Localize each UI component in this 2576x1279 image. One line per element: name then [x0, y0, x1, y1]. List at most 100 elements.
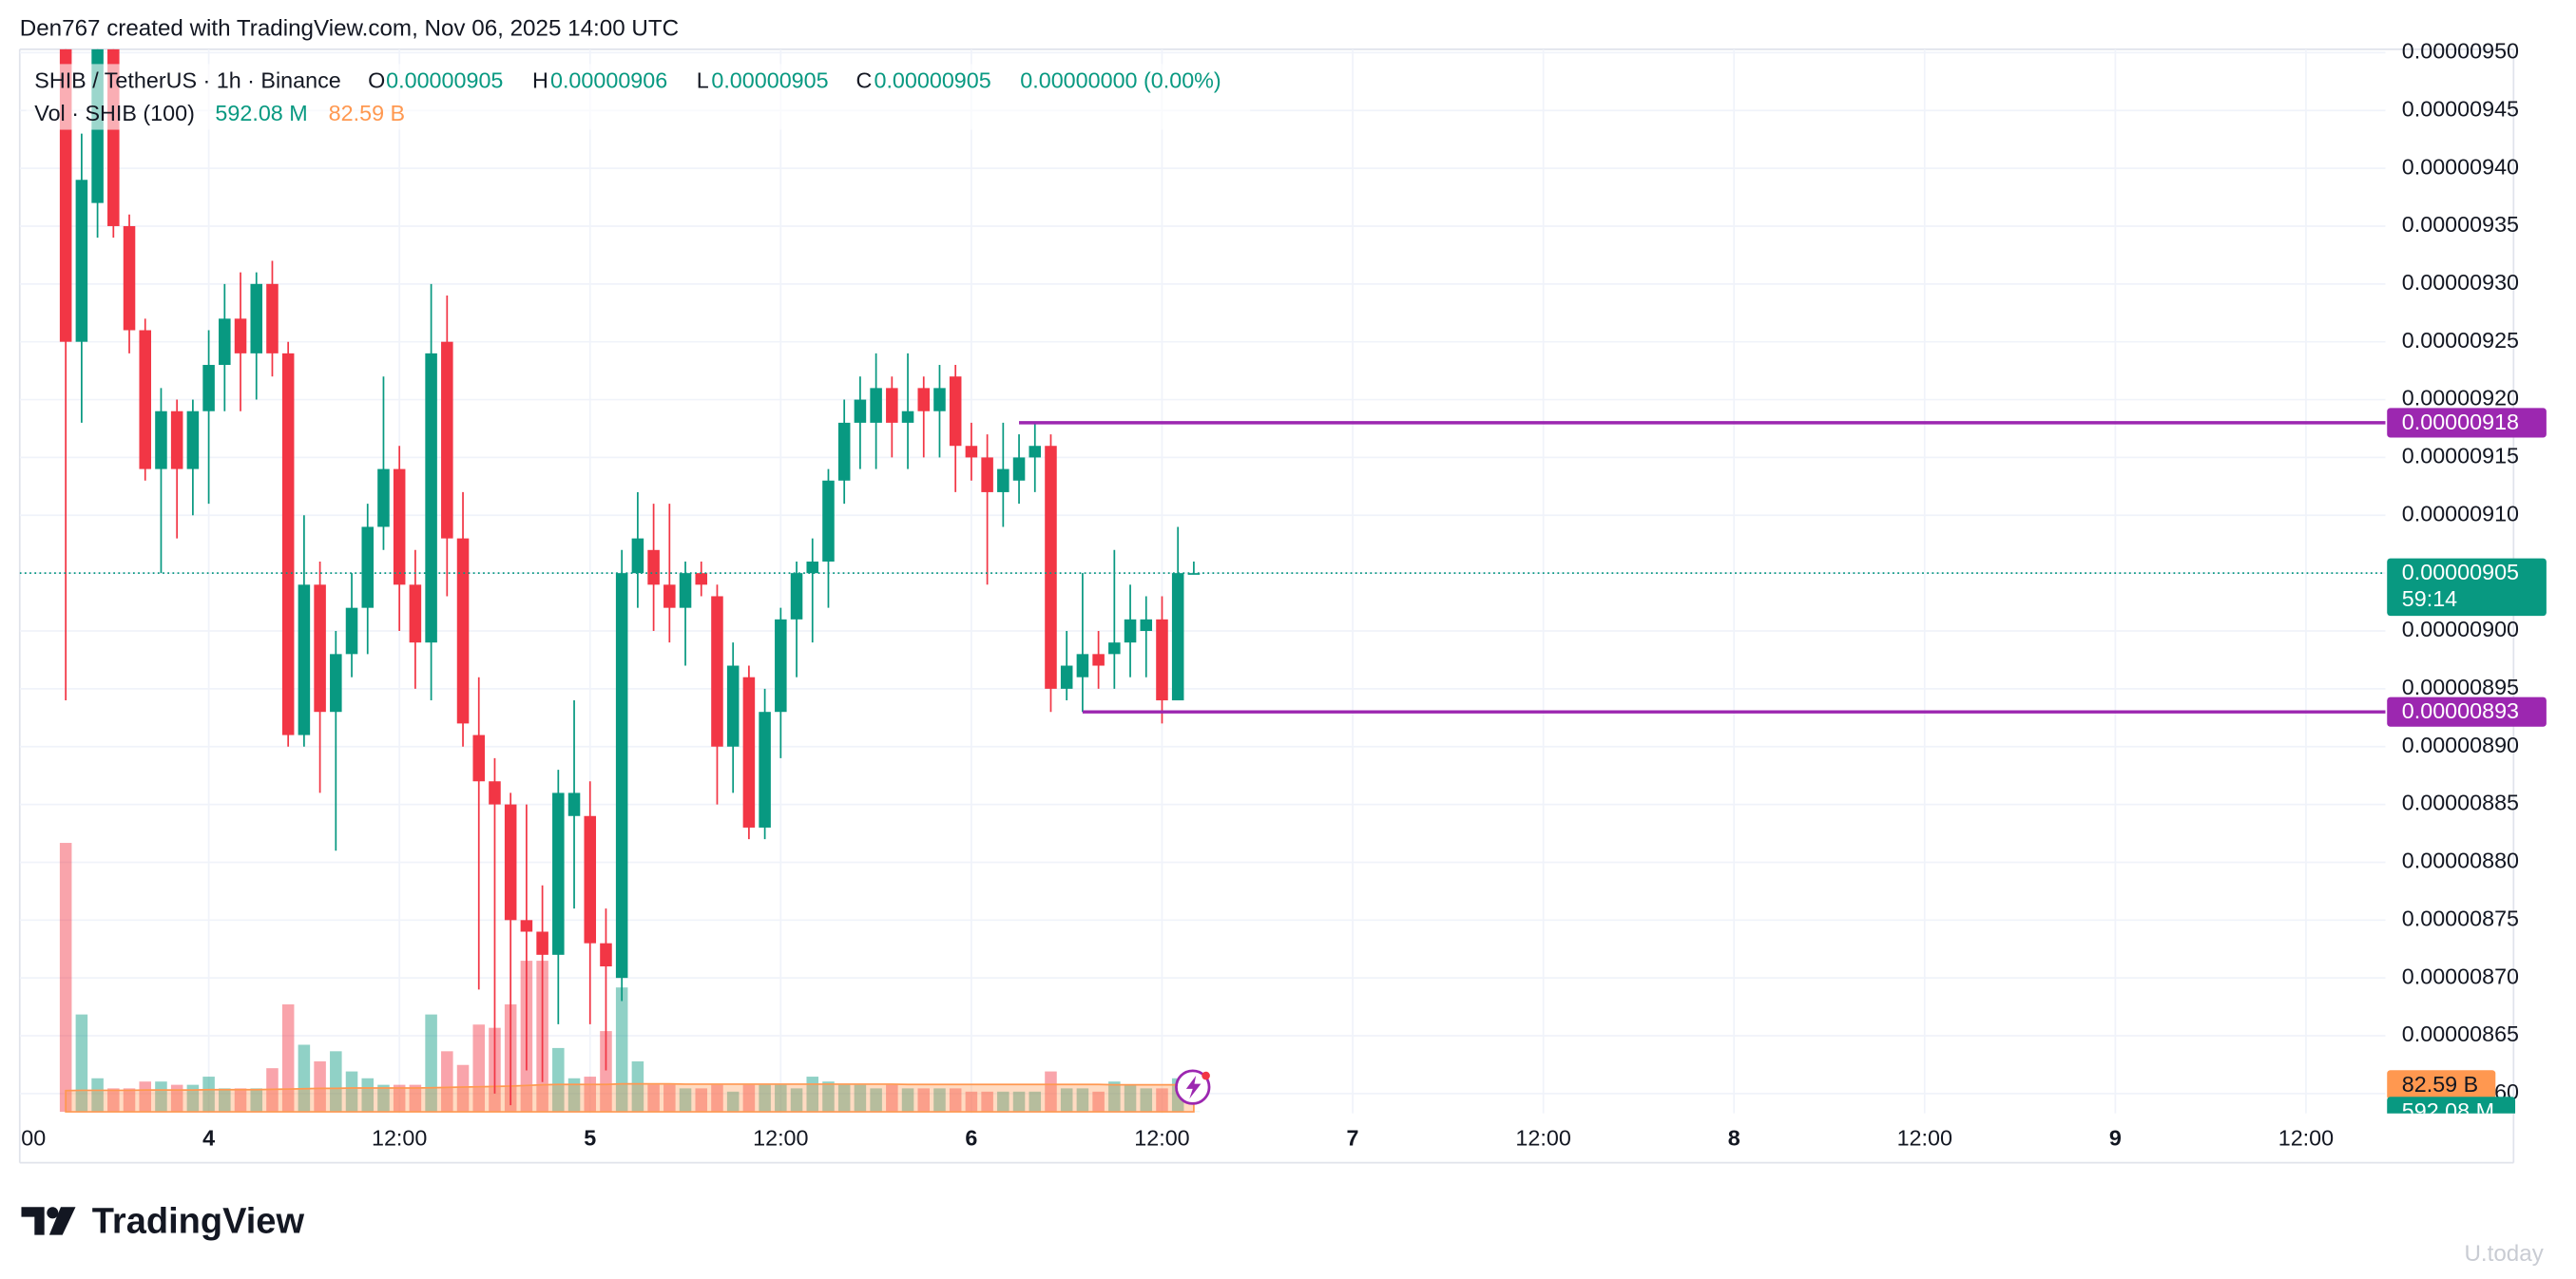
level-tag-label: 0.00000918 — [2402, 410, 2519, 434]
x-tick-label: 12:00 — [0, 1126, 46, 1151]
volume-bar — [456, 1064, 470, 1113]
volume-bar — [298, 1044, 311, 1113]
x-tick-label: 12:00 — [1897, 1126, 1952, 1151]
volume-value: 592.08 M — [215, 101, 307, 125]
volume-bar — [949, 1088, 962, 1113]
candle-body — [567, 792, 581, 816]
volume-bar — [139, 1081, 152, 1113]
volume-bar — [345, 1071, 358, 1113]
legend-bg — [26, 64, 1251, 130]
y-tick-label: 0.00000885 — [2402, 791, 2519, 815]
candle-body — [584, 815, 597, 944]
candle-body — [997, 468, 1009, 492]
candle-body — [266, 283, 279, 353]
brand: TradingView U.today — [21, 1202, 2545, 1267]
volume-bar — [901, 1088, 914, 1113]
logo-mark — [21, 1207, 45, 1235]
candle-body — [775, 619, 787, 713]
candle-body — [1171, 573, 1184, 701]
volume-bar — [1140, 1088, 1153, 1113]
volume-bar — [870, 1088, 882, 1113]
ohlc-value: 0.00000906 — [550, 68, 667, 93]
candle-body — [250, 283, 263, 353]
x-tick-label: 12:00 — [2278, 1126, 2334, 1151]
volume-bar — [377, 1084, 390, 1113]
volume-bar — [567, 1078, 581, 1113]
ohlc-label: O — [368, 68, 385, 93]
candle-body — [631, 538, 644, 574]
level-tag-label: 0.00000893 — [2402, 698, 2519, 723]
candle-body — [1108, 642, 1121, 655]
candle-body — [520, 920, 533, 932]
volume-tag-label: 592.08 M — [2402, 1098, 2494, 1123]
volume-bar — [1012, 1091, 1026, 1113]
volume-bar — [775, 1084, 787, 1113]
ohlc-value: 0.00000905 — [874, 68, 990, 93]
y-tick-label: 0.00000915 — [2402, 444, 2519, 468]
candle-body — [949, 376, 962, 447]
ohlc-label: C — [855, 68, 872, 93]
candle-body — [489, 781, 501, 805]
y-tick-label: 0.00000900 — [2402, 617, 2519, 641]
volume-bar — [91, 1078, 104, 1113]
volume-bar — [409, 1084, 422, 1113]
candle-body — [933, 388, 946, 411]
y-tick-label: 0.00000930 — [2402, 270, 2519, 295]
volume-bar — [631, 1060, 644, 1113]
volume-bar — [886, 1084, 898, 1113]
icon-dot — [1201, 1071, 1210, 1080]
candle-body — [1140, 619, 1153, 632]
candle-body — [1092, 654, 1105, 666]
volume-bar — [790, 1088, 803, 1113]
candle-body — [886, 388, 898, 423]
volume-ma-area — [65, 1082, 1195, 1113]
candle-body — [552, 792, 565, 955]
candle-body — [854, 399, 867, 423]
x-tick-label: 12:00 — [372, 1126, 427, 1151]
volume-bar — [234, 1088, 247, 1113]
candle-body — [901, 410, 914, 423]
candle-body — [615, 573, 628, 979]
logo-mark — [48, 1207, 76, 1235]
level-tag — [2387, 408, 2547, 438]
candle-body — [425, 353, 437, 643]
volume-bar — [75, 1014, 88, 1113]
y-tick-label: 0.00000890 — [2402, 733, 2519, 757]
volume-bar — [552, 1047, 565, 1113]
candle-body — [726, 665, 740, 747]
candle-body — [837, 422, 851, 481]
candle-body — [314, 584, 326, 713]
volume-ma-tag-label: 82.59 B — [2402, 1072, 2478, 1097]
volume-ma-tag — [2387, 1070, 2496, 1100]
icon-bolt — [1185, 1076, 1201, 1099]
volume-bar — [281, 1003, 295, 1113]
y-tick-label: 0.00000940 — [2402, 154, 2519, 179]
volume-bar — [219, 1088, 231, 1113]
candle-body — [917, 388, 931, 411]
y-tick-label: 0.00000875 — [2402, 906, 2519, 930]
brand-name: TradingView — [92, 1202, 305, 1242]
volume-bar — [584, 1077, 597, 1113]
volume-bar — [393, 1084, 406, 1113]
ohlc-value: 0.00000905 — [386, 68, 503, 93]
candle-body — [186, 410, 200, 469]
volume-bar — [1060, 1088, 1073, 1113]
credit: Den767 created with TradingView.com, Nov… — [20, 16, 679, 42]
candle-body — [663, 584, 676, 608]
candle-body — [361, 526, 375, 608]
volume-bar — [647, 1084, 660, 1113]
y-tick-label: 0.00000865 — [2402, 1021, 2519, 1046]
volume-title: Vol · SHIB (100) — [34, 101, 195, 125]
candle-body — [965, 446, 978, 458]
candle-body — [377, 468, 390, 527]
candle-body — [711, 596, 723, 747]
candle-body — [1028, 446, 1042, 458]
candle-body — [393, 468, 406, 585]
watermark: U.today — [2464, 1241, 2544, 1267]
volume-bar — [186, 1084, 200, 1113]
volume-bar — [600, 1031, 612, 1113]
candle-body — [298, 584, 311, 735]
candle-body — [870, 388, 882, 423]
